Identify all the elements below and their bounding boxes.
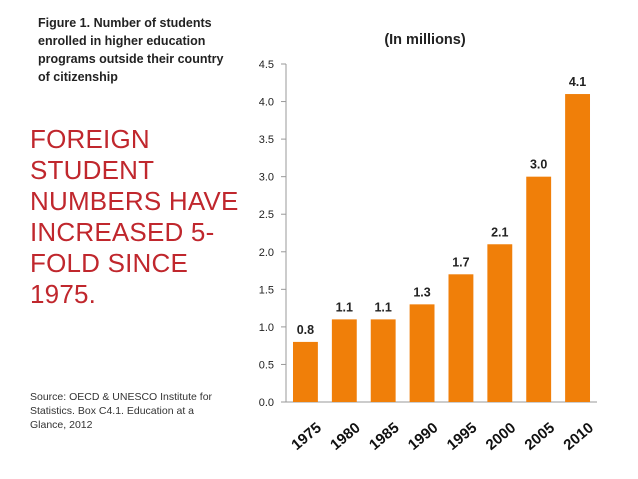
y-tick-label: 0.0 [259,397,274,409]
data-label-1980: 1.1 [336,300,353,314]
x-tick-label: 2000 [483,419,519,453]
bar-1995 [448,274,474,402]
y-tick-label: 3.0 [259,172,274,184]
y-tick-label: 1.5 [259,284,274,296]
x-tick-label: 1995 [444,419,480,453]
chart-title: (In millions) [384,32,466,48]
bar-1990 [409,304,435,402]
data-label-2005: 3.0 [530,158,547,172]
bar-1985 [370,319,396,402]
bar-2000 [487,244,513,402]
data-label-2000: 2.1 [491,225,508,239]
x-tick-label: 1975 [288,419,324,453]
data-label-1995: 1.7 [452,255,469,269]
headline: FOREIGN STUDENT NUMBERS HAVE INCREASED 5… [30,124,239,309]
source-note: Source: OECD & UNESCO Institute for Stat… [30,391,213,431]
x-tick-label: 2010 [560,419,596,453]
bar-1975 [292,341,318,402]
y-tick-label: 1.0 [259,322,274,334]
y-tick-label: 3.5 [259,134,274,146]
bar-2005 [526,176,552,402]
x-tick-label: 1990 [405,419,441,453]
data-label-1975: 0.8 [297,323,314,337]
bar-1980 [331,319,357,402]
x-tick-label: 1985 [366,419,402,453]
y-tick-label: 2.0 [259,247,274,259]
x-tick-label: 1980 [327,419,363,453]
data-label-1990: 1.3 [413,285,430,299]
data-label-1985: 1.1 [374,300,391,314]
x-tick-label: 2005 [522,419,558,453]
y-tick-label: 0.5 [259,359,274,371]
figure-caption: Figure 1. Number of students enrolled in… [38,16,224,84]
y-tick-label: 2.5 [259,209,274,221]
data-label-2010: 4.1 [569,75,586,89]
bar-2010 [565,94,591,403]
y-tick-label: 4.0 [259,97,274,109]
y-tick-label: 4.5 [259,59,274,71]
